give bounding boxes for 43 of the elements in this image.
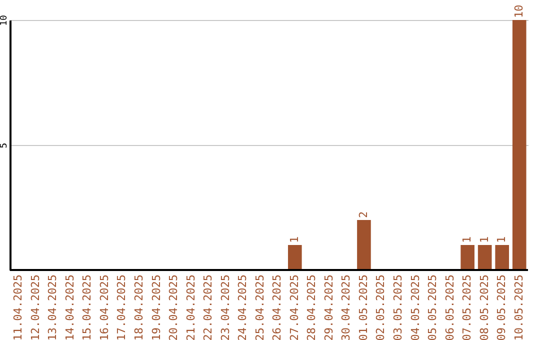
x-tick-label: 18.04.2025 [132,274,146,340]
x-tick-label: 24.04.2025 [236,274,250,340]
x-tick-label: 20.04.2025 [167,274,180,340]
data-label: 10 [512,4,526,18]
x-tick-label: 22.04.2025 [202,274,215,340]
bar [495,245,510,270]
data-label: 1 [460,236,474,243]
x-tick-label: 03.05.2025 [392,274,404,340]
bar [512,20,526,270]
x-tick-label: 04.05.2025 [408,274,422,340]
data-label: 1 [495,236,508,243]
data-label: 1 [478,236,491,243]
x-tick-label: 28.04.2025 [305,274,318,340]
x-tick-label: 17.04.2025 [115,274,128,340]
bar [460,245,474,270]
x-tick-label: 29.04.2025 [322,274,336,340]
x-tick-label: 08.05.2025 [478,274,491,340]
x-tick-label: 25.04.2025 [253,274,266,340]
x-tick-label: 27.04.2025 [288,274,301,340]
x-tick-label: 15.04.2025 [80,274,94,340]
x-tick-label: 12.04.2025 [28,274,42,340]
x-tick-label: 10.05.2025 [512,274,526,340]
x-tick-label: 14.04.2025 [63,274,76,340]
data-label: 2 [356,211,370,218]
bar [357,220,371,270]
x-tick-label: 11.04.2025 [12,274,25,340]
y-tick-label: 5 [0,142,10,148]
bar [288,245,302,270]
x-tick-label: 21.04.2025 [184,274,198,340]
x-tick-label: 23.04.2025 [218,274,232,340]
x-tick-label: 06.05.2025 [443,274,456,340]
x-tick-label: 26.04.2025 [270,274,284,340]
x-tick-label: 05.05.2025 [426,274,440,340]
data-label: 1 [288,236,301,243]
x-tick-label: 02.05.2025 [374,274,388,340]
bar [478,245,492,270]
x-tick-label: 09.05.2025 [495,274,508,340]
x-tick-label: 07.05.2025 [460,274,474,340]
x-tick-label: 19.04.2025 [150,274,163,340]
x-tick-label: 01.05.2025 [356,274,370,340]
x-tick-label: 13.04.2025 [46,274,60,340]
x-tick-label: 16.04.2025 [98,274,111,340]
x-tick-label: 30.04.2025 [340,274,353,340]
